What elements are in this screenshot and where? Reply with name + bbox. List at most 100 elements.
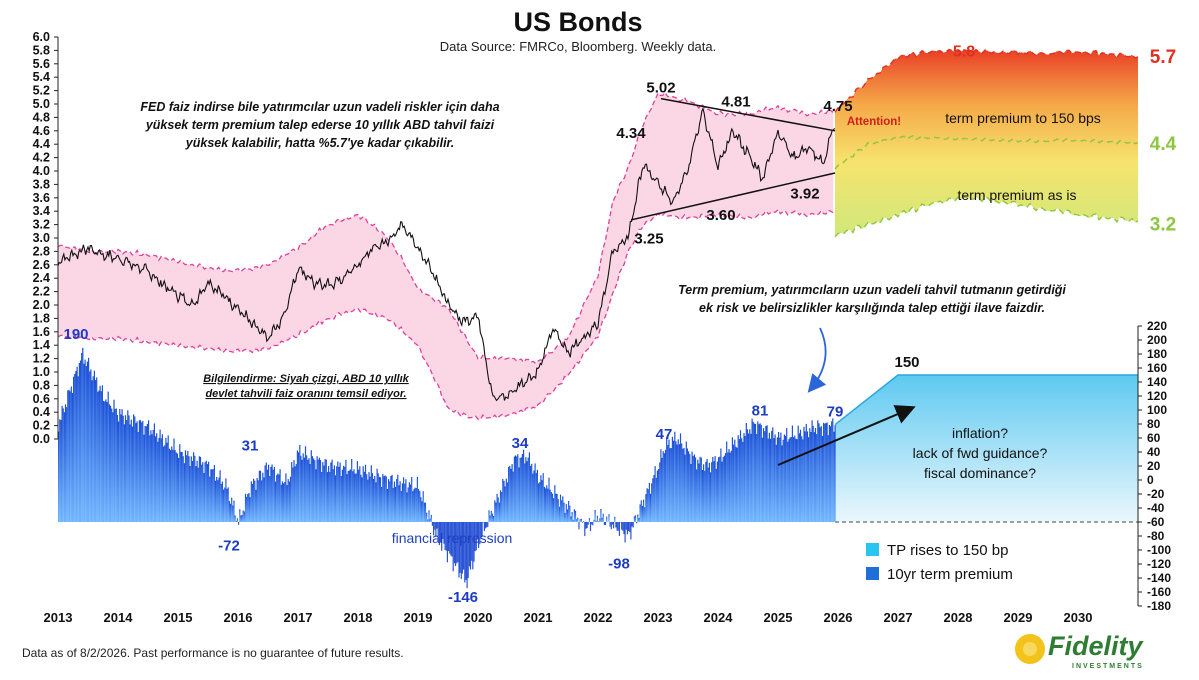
tp-bar: [402, 483, 403, 522]
tp-bar: [154, 424, 155, 523]
tp-bar: [640, 504, 641, 522]
tp-bar: [597, 516, 598, 522]
tp-bar: [392, 475, 393, 522]
projection-level-label: 5.7: [1150, 47, 1176, 68]
tp-bar: [143, 435, 144, 522]
tp-bar: [559, 507, 560, 522]
tp-bar: [318, 460, 319, 522]
tp-bar: [201, 465, 202, 522]
zone-upper-label: term premium to 150 bps: [945, 110, 1101, 126]
projection-fill: [835, 50, 1138, 237]
tp-bar: [542, 480, 543, 522]
tp-bar: [590, 522, 591, 531]
tp-bar: [281, 485, 282, 522]
tp-bar: [417, 477, 418, 522]
tp-bar: [428, 510, 429, 522]
tp-bar: [140, 420, 141, 522]
tp-bar: [317, 456, 318, 522]
tp-bar: [358, 470, 359, 522]
tp-bar: [275, 482, 276, 522]
tp-bar: [544, 487, 545, 522]
tp-bar: [276, 475, 277, 522]
tp-bar: [141, 422, 142, 522]
x-tick-label: 2020: [464, 610, 493, 625]
tp-bar: [780, 433, 781, 522]
tp-bar: [172, 450, 173, 522]
tp-bar: [773, 438, 774, 522]
y-tick-label-left: 0.6: [33, 392, 50, 406]
tp-bar: [423, 491, 424, 522]
tp-bar: [815, 428, 816, 522]
tp-bar: [167, 443, 168, 522]
tp-bar: [132, 427, 133, 522]
tp-bar: [283, 483, 284, 522]
tp-bar: [608, 514, 609, 522]
x-tick-label: 2022: [584, 610, 613, 625]
tp-bar: [63, 408, 64, 522]
tp-bar: [338, 467, 339, 522]
tp-bar: [515, 455, 516, 522]
tp-bar: [77, 367, 78, 522]
tp-bar: [313, 459, 314, 523]
tp-bar: [426, 513, 427, 522]
tp-bar: [352, 471, 353, 522]
tp-bar: [125, 415, 126, 522]
tp-bar: [187, 451, 188, 522]
tp-level-label: 190: [63, 326, 88, 343]
tp-bar: [708, 468, 709, 522]
tp-bar: [184, 463, 185, 522]
tp-bar: [715, 456, 716, 522]
tp-bar: [505, 486, 506, 522]
tp-bar: [67, 390, 68, 522]
tp-bar: [584, 522, 585, 536]
tp-bar: [365, 465, 366, 522]
tp-bar: [291, 462, 292, 522]
tp-bar: [765, 426, 766, 522]
tp-level-label: 47: [656, 426, 673, 443]
tp-bar: [734, 440, 735, 522]
tp-bar: [633, 522, 634, 528]
tp-bar: [195, 466, 196, 522]
tp-bar: [512, 464, 513, 522]
tp-bar: [663, 451, 664, 522]
tp-bar: [567, 509, 568, 522]
tp-bar: [748, 433, 749, 522]
tp-bar: [535, 463, 536, 522]
tp-bar: [405, 479, 406, 522]
tp-bar: [203, 473, 204, 522]
tp-bar: [163, 447, 164, 523]
tp-bar: [210, 469, 211, 522]
tp-bar: [157, 442, 158, 522]
tp-bar: [596, 521, 597, 522]
tp-bar: [134, 416, 135, 522]
tp-bar: [823, 423, 824, 522]
tp-bar: [117, 415, 118, 522]
tp-bar: [102, 385, 103, 522]
question-label: fiscal dominance?: [924, 465, 1036, 481]
tp-bar: [829, 425, 830, 522]
tp-bar: [105, 399, 106, 522]
tp-bar: [653, 475, 654, 522]
tp-bar: [618, 522, 619, 531]
tp-bar: [632, 522, 633, 527]
x-tick-label: 2017: [284, 610, 313, 625]
tp-bar: [547, 489, 548, 522]
tp-bar: [701, 458, 702, 522]
x-tick-label: 2019: [404, 610, 433, 625]
tp-bar: [510, 469, 511, 522]
tp-bar: [412, 491, 413, 522]
tp-bar: [230, 504, 231, 522]
tp-level-label: -146: [448, 589, 478, 606]
tp-bar: [485, 522, 486, 528]
tp-bar: [623, 522, 624, 534]
y-tick-label-left: 1.2: [33, 352, 50, 366]
tp-bar: [552, 494, 553, 522]
tp-bar: [388, 479, 389, 522]
tp-bar: [221, 484, 222, 522]
tp-bar: [242, 515, 243, 522]
tp-bar: [685, 455, 686, 522]
tp-bar: [521, 458, 522, 523]
tp-bar: [257, 478, 258, 522]
legend-swatch: [866, 543, 879, 556]
